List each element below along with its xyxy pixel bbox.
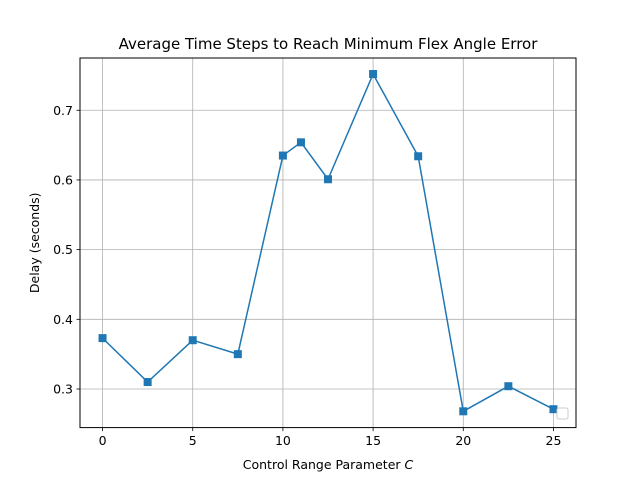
x-tick-label: 0 (99, 433, 107, 448)
data-point-marker (278, 151, 287, 160)
y-tick-label: 0.3 (53, 381, 73, 396)
series-layer (98, 70, 558, 416)
y-tick-label: 0.4 (53, 312, 73, 327)
data-point-marker (324, 175, 332, 184)
legend-box (556, 407, 569, 420)
x-tick-label: 20 (455, 433, 471, 448)
data-point-marker (369, 70, 378, 79)
x-axis-title-text: Control Range Parameter (243, 457, 405, 472)
data-point-marker (414, 152, 423, 161)
x-tick-label: 10 (275, 433, 291, 448)
y-axis-title: Delay (seconds) (27, 192, 42, 293)
data-point-marker (459, 407, 468, 416)
grid-layer (80, 58, 576, 428)
chart-title: Average Time Steps to Reach Minimum Flex… (119, 35, 539, 53)
y-tick-label: 0.7 (53, 103, 73, 118)
data-point-marker (296, 138, 305, 147)
data-point-marker (233, 350, 242, 359)
ticks-layer: 0 5 10 15 20 25 0.3 0.4 0.5 0.6 0.7 (53, 103, 561, 448)
series-line (102, 73, 554, 413)
data-point-marker (504, 382, 513, 391)
y-tick-label: 0.6 (53, 172, 73, 187)
x-axis-title: Control Range Parameter C (243, 457, 414, 472)
x-tick-label: 25 (546, 433, 562, 448)
plot-frame (79, 57, 577, 429)
data-point-marker (98, 334, 107, 343)
data-point-marker (143, 378, 152, 387)
x-tick-label: 15 (365, 433, 381, 448)
data-point-marker (188, 336, 197, 345)
x-axis-title-italic: C (405, 457, 414, 472)
x-tick-label: 5 (189, 433, 197, 448)
y-tick-label: 0.5 (53, 242, 73, 257)
data-point-marker (549, 405, 558, 414)
